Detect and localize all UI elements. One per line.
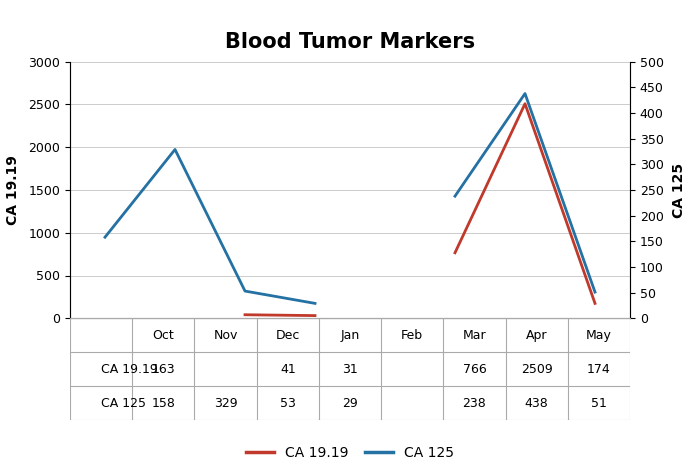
Text: 41: 41 [280, 363, 295, 376]
Text: CA 125: CA 125 [101, 397, 146, 410]
Text: 158: 158 [151, 397, 175, 410]
Text: 438: 438 [525, 397, 549, 410]
Legend: CA 19.19, CA 125: CA 19.19, CA 125 [241, 441, 459, 466]
Text: 2509: 2509 [521, 363, 552, 376]
Text: 238: 238 [463, 397, 486, 410]
Title: Blood Tumor Markers: Blood Tumor Markers [225, 32, 475, 52]
Text: Mar: Mar [463, 329, 486, 342]
Text: 174: 174 [587, 363, 611, 376]
Text: 163: 163 [151, 363, 175, 376]
Text: 766: 766 [463, 363, 486, 376]
Y-axis label: CA 19.19: CA 19.19 [6, 155, 20, 225]
Y-axis label: CA 125: CA 125 [672, 162, 686, 218]
Text: 51: 51 [591, 397, 607, 410]
Text: 329: 329 [214, 397, 237, 410]
Text: 31: 31 [342, 363, 358, 376]
Text: CA 19.19: CA 19.19 [101, 363, 158, 376]
Text: Feb: Feb [401, 329, 424, 342]
Text: Dec: Dec [276, 329, 300, 342]
Text: 53: 53 [280, 397, 295, 410]
Text: Apr: Apr [526, 329, 547, 342]
Text: May: May [586, 329, 612, 342]
Text: Jan: Jan [340, 329, 360, 342]
Text: 29: 29 [342, 397, 358, 410]
Text: Oct: Oct [153, 329, 174, 342]
Text: Nov: Nov [214, 329, 238, 342]
